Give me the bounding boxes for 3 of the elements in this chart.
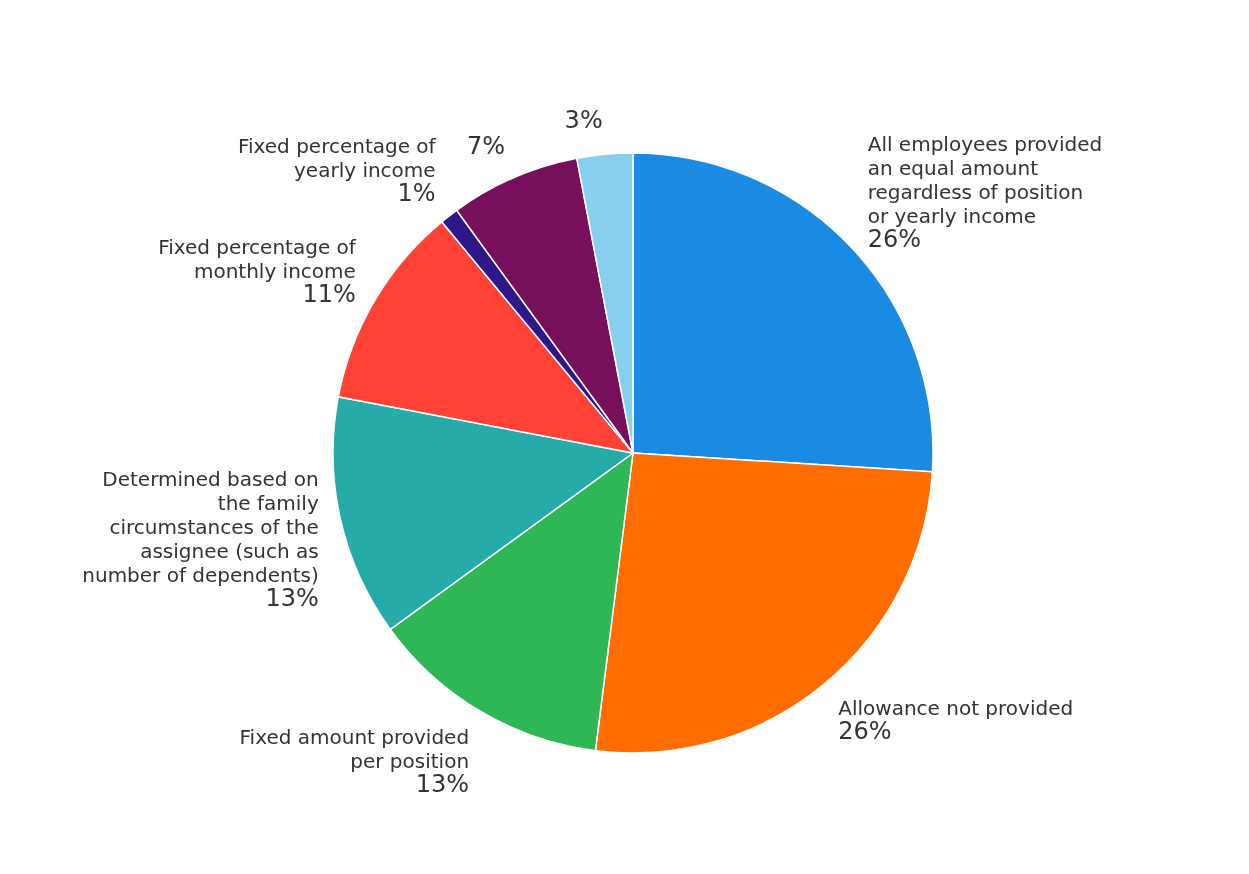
slice-label: All employees provided an equal amount regardless of position or yearly income [867, 131, 1103, 228]
data-label: 7% [467, 131, 506, 160]
data-label: 3% [564, 105, 603, 134]
